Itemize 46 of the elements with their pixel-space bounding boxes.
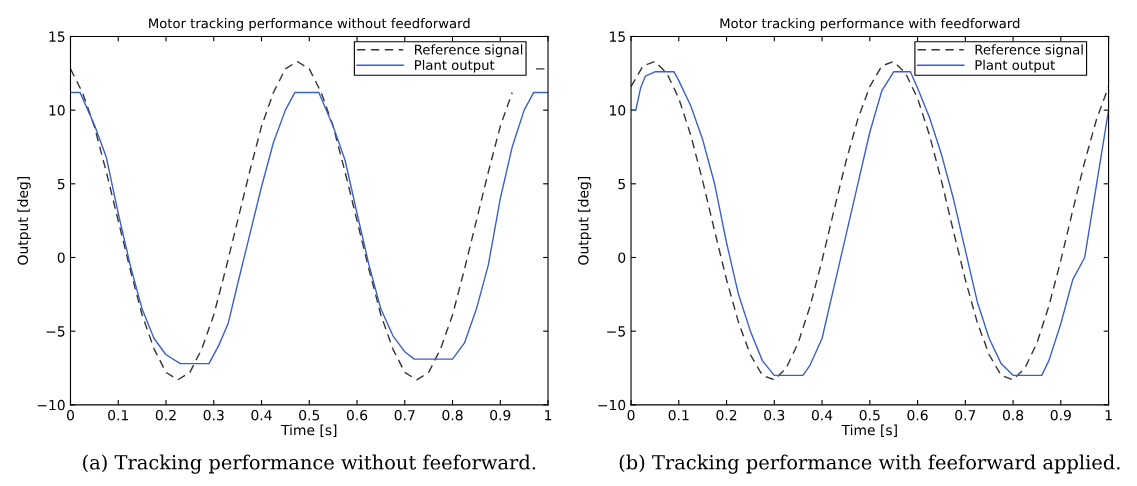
x-tick-label: 0.8: [1002, 409, 1024, 421]
x-axis-title: Time [s]: [841, 424, 897, 437]
y-tick-label: 15: [610, 31, 625, 42]
x-tick-label: 0.3: [203, 409, 224, 421]
x-tick-label: 0.9: [1050, 409, 1071, 421]
y-axis-title: Output [deg]: [17, 177, 31, 265]
chart-title: Motor tracking performance with feedforward: [720, 18, 1020, 31]
x-tick-label: 0.6: [907, 409, 928, 421]
x-tick-label: 0.1: [668, 409, 689, 421]
y-tick-label: 10: [610, 105, 626, 116]
legend-label: Reference signal: [975, 44, 1083, 58]
y-tick-label: −5: [607, 326, 625, 337]
x-tick-label: 0.4: [251, 409, 272, 421]
chart-title: Motor tracking performance without feedforward: [149, 18, 470, 31]
x-axis-title: Time [s]: [280, 424, 337, 437]
text: (a) Tracking performance without feeforward.: [83, 454, 536, 474]
y-tick-label: 5: [57, 178, 65, 190]
x-tick-label: 0.6: [346, 409, 368, 421]
x-tick-label: 0.4: [811, 409, 833, 421]
legend-label: Plant output: [975, 59, 1055, 73]
x-tick-label: 0.5: [299, 409, 320, 421]
y-tick-label: 15: [49, 31, 65, 42]
x-tick-label: 0.1: [108, 409, 129, 421]
x-tick-label: 0: [627, 409, 635, 421]
legend-label: Reference signal: [415, 44, 523, 58]
y-tick-label: −10: [598, 399, 626, 411]
y-tick-label: −10: [37, 399, 65, 411]
y-tick-label: 10: [49, 105, 65, 116]
x-tick-label: 0.3: [764, 409, 785, 421]
x-tick-label: 0.7: [394, 409, 415, 421]
x-tick-label: 0.2: [155, 409, 176, 421]
x-tick-label: 0.8: [442, 409, 463, 421]
x-tick-label: 0.9: [490, 409, 511, 421]
x-tick-label: 1: [1105, 410, 1112, 421]
y-tick-label: −5: [46, 326, 65, 337]
x-tick-label: 0: [66, 409, 74, 421]
y-axis-title: Output [deg]: [577, 177, 592, 265]
y-tick-label: 0: [57, 252, 65, 263]
x-tick-label: 0.2: [716, 409, 737, 421]
legend-label: Plant output: [415, 59, 495, 73]
x-tick-label: 0.7: [955, 409, 976, 421]
text: (b) Tracking performance with feeforward applied.: [619, 454, 1120, 474]
x-tick-label: 1: [545, 410, 552, 421]
y-tick-label: 5: [618, 178, 625, 190]
y-tick-label: 0: [618, 252, 626, 263]
x-tick-label: 0.5: [859, 409, 880, 421]
